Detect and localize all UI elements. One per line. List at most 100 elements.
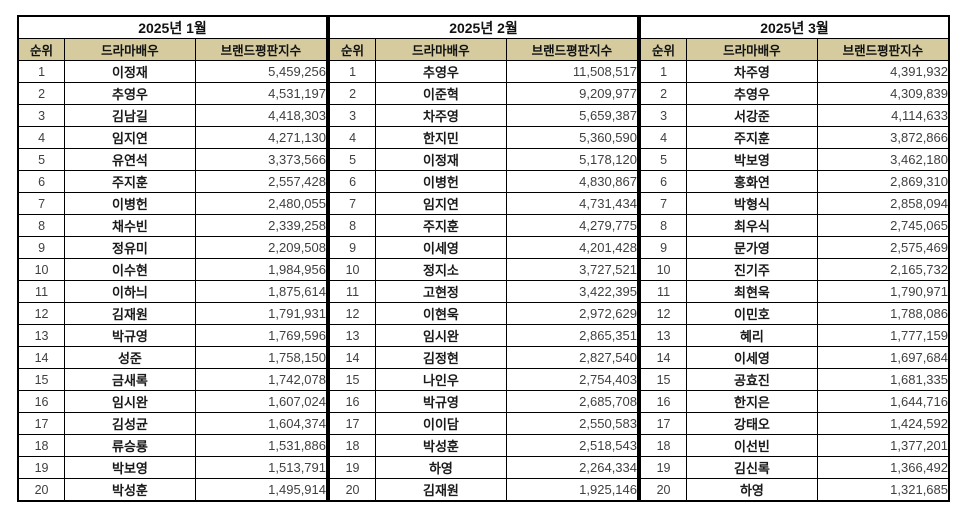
reputation-index-cell: 2,557,428 <box>194 170 328 193</box>
table-row: 11 고현정 3,422,395 <box>328 280 639 303</box>
table-row: 13 임시완 2,865,351 <box>328 324 639 347</box>
table-row: 16 한지은 1,644,716 <box>639 390 950 413</box>
actor-name-cell: 추영우 <box>64 82 196 105</box>
actor-name-cell: 최현욱 <box>686 280 818 303</box>
table-row: 17 이이담 2,550,583 <box>328 412 639 435</box>
reputation-index-cell: 1,777,159 <box>816 324 950 347</box>
reputation-index-cell: 11,508,517 <box>505 60 639 83</box>
rank-cell: 6 <box>639 170 688 193</box>
month-title: 2025년 3월 <box>639 15 950 39</box>
actor-column-header: 드라마배우 <box>686 38 818 61</box>
reputation-index-cell: 1,742,078 <box>194 368 328 391</box>
rank-cell: 2 <box>17 82 66 105</box>
table-row: 4 주지훈 3,872,866 <box>639 126 950 149</box>
reputation-index-cell: 1,790,971 <box>816 280 950 303</box>
table-2025-03: 2025년 3월 순위 드라마배우 브랜드평판지수 1 차주영 4,391,932 2… <box>639 15 950 502</box>
actor-name-cell: 임지연 <box>64 126 196 149</box>
table-row: 4 한지민 5,360,590 <box>328 126 639 149</box>
rank-cell: 3 <box>328 104 377 127</box>
index-column-header: 브랜드평판지수 <box>816 38 950 61</box>
rank-cell: 17 <box>17 412 66 435</box>
column-header-row: 순위 드라마배우 브랜드평판지수 <box>639 38 950 61</box>
rank-cell: 10 <box>639 258 688 281</box>
reputation-index-cell: 2,685,708 <box>505 390 639 413</box>
rank-cell: 13 <box>328 324 377 347</box>
table-row: 13 혜리 1,777,159 <box>639 324 950 347</box>
rank-cell: 18 <box>639 434 688 457</box>
rank-cell: 10 <box>17 258 66 281</box>
table-row: 8 채수빈 2,339,258 <box>17 214 328 237</box>
rank-cell: 10 <box>328 258 377 281</box>
reputation-index-cell: 2,858,094 <box>816 192 950 215</box>
table-row: 19 하영 2,264,334 <box>328 456 639 479</box>
actor-name-cell: 하영 <box>686 478 818 502</box>
month-title: 2025년 2월 <box>328 15 639 39</box>
reputation-index-cell: 1,604,374 <box>194 412 328 435</box>
table-row: 6 이병헌 4,830,867 <box>328 170 639 193</box>
rank-cell: 17 <box>328 412 377 435</box>
actor-name-cell: 이수현 <box>64 258 196 281</box>
actor-name-cell: 김남길 <box>64 104 196 127</box>
reputation-index-cell: 9,209,977 <box>505 82 639 105</box>
reputation-index-cell: 4,279,775 <box>505 214 639 237</box>
table-row: 13 박규영 1,769,596 <box>17 324 328 347</box>
rank-cell: 18 <box>328 434 377 457</box>
rank-column-header: 순위 <box>17 38 66 61</box>
reputation-index-cell: 2,865,351 <box>505 324 639 347</box>
rank-cell: 5 <box>639 148 688 171</box>
actor-name-cell: 류승룡 <box>64 434 196 457</box>
table-row: 1 추영우 11,508,517 <box>328 60 639 83</box>
table-row: 14 성준 1,758,150 <box>17 346 328 369</box>
table-row: 5 박보영 3,462,180 <box>639 148 950 171</box>
reputation-index-cell: 1,321,685 <box>816 478 950 502</box>
reputation-index-cell: 1,697,684 <box>816 346 950 369</box>
rank-cell: 4 <box>639 126 688 149</box>
actor-name-cell: 이세영 <box>686 346 818 369</box>
table-row: 7 임지연 4,731,434 <box>328 192 639 215</box>
rank-cell: 7 <box>639 192 688 215</box>
actor-name-cell: 정지소 <box>375 258 507 281</box>
reputation-index-cell: 4,201,428 <box>505 236 639 259</box>
table-row: 11 최현욱 1,790,971 <box>639 280 950 303</box>
actor-name-cell: 박성훈 <box>64 478 196 502</box>
rank-cell: 11 <box>328 280 377 303</box>
table-row: 15 나인우 2,754,403 <box>328 368 639 391</box>
table-row: 2 추영우 4,531,197 <box>17 82 328 105</box>
rank-cell: 15 <box>639 368 688 391</box>
actor-name-cell: 성준 <box>64 346 196 369</box>
actor-name-cell: 박보영 <box>64 456 196 479</box>
actor-name-cell: 이민호 <box>686 302 818 325</box>
actor-name-cell: 강태오 <box>686 412 818 435</box>
rank-cell: 16 <box>17 390 66 413</box>
table-row: 4 임지연 4,271,130 <box>17 126 328 149</box>
column-header-row: 순위 드라마배우 브랜드평판지수 <box>17 38 328 61</box>
table-row: 18 박성훈 2,518,543 <box>328 434 639 457</box>
rank-cell: 8 <box>17 214 66 237</box>
reputation-index-cell: 4,271,130 <box>194 126 328 149</box>
reputation-index-cell: 1,681,335 <box>816 368 950 391</box>
table-row: 10 이수현 1,984,956 <box>17 258 328 281</box>
reputation-index-cell: 1,377,201 <box>816 434 950 457</box>
reputation-index-cell: 3,872,866 <box>816 126 950 149</box>
reputation-index-cell: 2,264,334 <box>505 456 639 479</box>
reputation-index-cell: 2,869,310 <box>816 170 950 193</box>
table-body: 1 차주영 4,391,932 2 추영우 4,309,839 3 서강준 4,114,633 4… <box>639 60 950 502</box>
rank-cell: 9 <box>639 236 688 259</box>
actor-name-cell: 김정현 <box>375 346 507 369</box>
table-2025-01: 2025년 1월 순위 드라마배우 브랜드평판지수 1 이정재 5,459,256 2… <box>17 15 328 502</box>
reputation-index-cell: 1,788,086 <box>816 302 950 325</box>
actor-name-cell: 박성훈 <box>375 434 507 457</box>
table-row: 18 이선빈 1,377,201 <box>639 434 950 457</box>
index-column-header: 브랜드평판지수 <box>194 38 328 61</box>
rank-cell: 5 <box>328 148 377 171</box>
reputation-index-cell: 4,391,932 <box>816 60 950 83</box>
reputation-index-cell: 1,607,024 <box>194 390 328 413</box>
rank-cell: 12 <box>328 302 377 325</box>
table-row: 3 김남길 4,418,303 <box>17 104 328 127</box>
actor-name-cell: 차주영 <box>686 60 818 83</box>
reputation-index-cell: 4,309,839 <box>816 82 950 105</box>
reputation-index-cell: 2,827,540 <box>505 346 639 369</box>
rank-cell: 18 <box>17 434 66 457</box>
actor-name-cell: 서강준 <box>686 104 818 127</box>
